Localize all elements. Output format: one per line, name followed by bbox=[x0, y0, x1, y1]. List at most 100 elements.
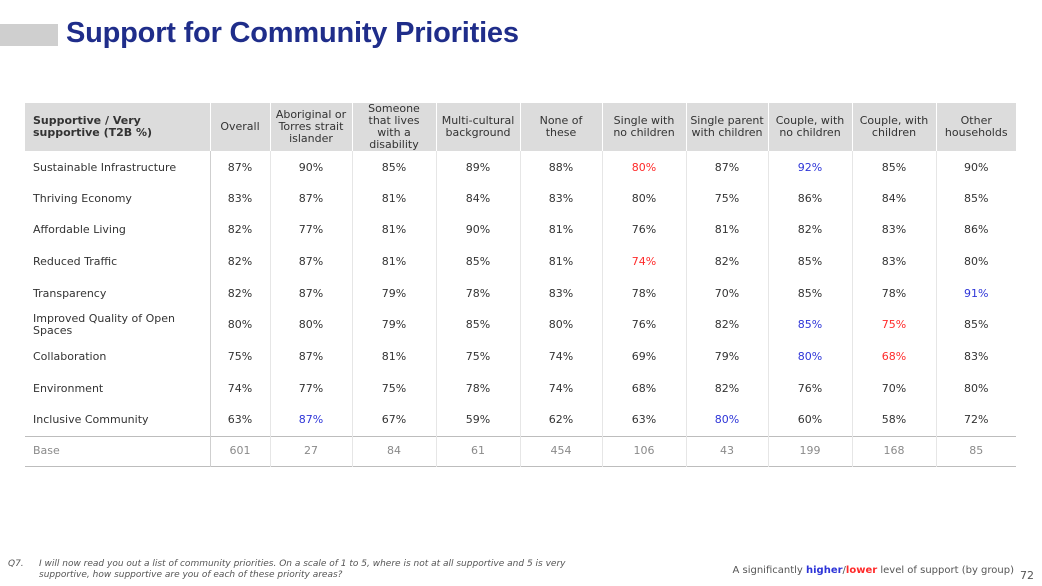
table-cell: 85% bbox=[435, 246, 520, 278]
page-title: Support for Community Priorities bbox=[66, 17, 519, 49]
table-cell: 85% bbox=[767, 309, 852, 342]
table-cell: 90% bbox=[435, 214, 520, 247]
question-text: I will now read you out a list of commun… bbox=[39, 559, 566, 580]
table-cell: 76% bbox=[601, 214, 686, 247]
table-cell: 80% bbox=[935, 246, 1016, 278]
row-label: Improved Quality of Open Spaces bbox=[25, 309, 211, 342]
table-cell: 69% bbox=[601, 341, 686, 373]
table-cell: 91% bbox=[935, 277, 1016, 310]
base-label: Base bbox=[25, 436, 211, 467]
table-cell: 78% bbox=[851, 277, 936, 310]
table-body: Sustainable Infrastructure 87% 90% 85% 89% 88… bbox=[25, 151, 1016, 467]
table-cell: 81% bbox=[351, 341, 436, 373]
table-cell: 84% bbox=[435, 182, 520, 215]
row-label: Collaboration bbox=[25, 341, 211, 373]
legend-suffix: level of support (by group) bbox=[877, 565, 1014, 576]
table-cell: 74% bbox=[209, 372, 270, 405]
table-cell: 62% bbox=[519, 404, 602, 437]
table-cell: 81% bbox=[519, 246, 602, 278]
table-row: Reduced Traffic 82% 87% 81% 85% 81% 74% 82% 85% 8… bbox=[25, 246, 1016, 278]
table-cell: 85% bbox=[767, 277, 852, 310]
table-row: Inclusive Community 63% 87% 67% 59% 62% 63% 80%… bbox=[25, 404, 1016, 437]
table-cell: 81% bbox=[351, 214, 436, 247]
table-cell: 70% bbox=[685, 277, 768, 310]
table-cell: 83% bbox=[519, 182, 602, 215]
table-cell: 68% bbox=[851, 341, 936, 373]
row-label: Transparency bbox=[25, 277, 211, 310]
table-cell: 82% bbox=[209, 277, 270, 310]
page-number: 72 bbox=[1020, 569, 1034, 582]
table-cell: 80% bbox=[209, 309, 270, 342]
table-cell: 81% bbox=[351, 182, 436, 215]
table-cell: 70% bbox=[851, 372, 936, 405]
table-cell: 80% bbox=[519, 309, 602, 342]
table-cell: 90% bbox=[935, 151, 1016, 183]
header-col: Couple, with no children bbox=[767, 103, 852, 151]
table-cell: 80% bbox=[601, 151, 686, 183]
table-cell: 85% bbox=[351, 151, 436, 183]
table-cell: 76% bbox=[767, 372, 852, 405]
table-cell: 81% bbox=[519, 214, 602, 247]
table-cell: 82% bbox=[685, 309, 768, 342]
base-cell: 106 bbox=[601, 436, 686, 467]
table-cell: 89% bbox=[435, 151, 520, 183]
row-label: Sustainable Infrastructure bbox=[25, 151, 211, 183]
table-cell: 67% bbox=[351, 404, 436, 437]
legend-prefix: A significantly bbox=[732, 565, 806, 576]
table-row: Improved Quality of Open Spaces 80% 80% 79%… bbox=[25, 309, 1016, 342]
table-cell: 78% bbox=[435, 372, 520, 405]
table-cell: 77% bbox=[269, 214, 352, 247]
table-cell: 83% bbox=[209, 182, 270, 215]
table-cell: 80% bbox=[601, 182, 686, 215]
table-cell: 75% bbox=[851, 309, 936, 342]
base-cell: 27 bbox=[269, 436, 352, 467]
table-row: Environment 74% 77% 75% 78% 74% 68% 82% 76% 70% 80… bbox=[25, 372, 1016, 405]
base-cell: 601 bbox=[209, 436, 270, 467]
base-cell: 61 bbox=[435, 436, 520, 467]
table-cell: 76% bbox=[601, 309, 686, 342]
table-cell: 72% bbox=[935, 404, 1016, 437]
table-cell: 75% bbox=[685, 182, 768, 215]
header-col: Single with no children bbox=[601, 103, 686, 151]
base-cell: 84 bbox=[351, 436, 436, 467]
significance-legend: A significantly higher/lower level of su… bbox=[732, 565, 1014, 576]
header-col: Multi-cultural background bbox=[435, 103, 520, 151]
table-row: Transparency 82% 87% 79% 78% 83% 78% 70% 85% 78% 9… bbox=[25, 277, 1016, 310]
table-cell: 85% bbox=[935, 182, 1016, 215]
table-cell: 81% bbox=[351, 246, 436, 278]
table-cell: 68% bbox=[601, 372, 686, 405]
table-cell: 75% bbox=[209, 341, 270, 373]
table-cell: 78% bbox=[435, 277, 520, 310]
base-cell: 454 bbox=[519, 436, 602, 467]
table-cell: 74% bbox=[519, 341, 602, 373]
table-cell: 87% bbox=[209, 151, 270, 183]
table-cell: 75% bbox=[435, 341, 520, 373]
table-cell: 87% bbox=[269, 277, 352, 310]
table-cell: 83% bbox=[519, 277, 602, 310]
table-cell: 75% bbox=[351, 372, 436, 405]
table-cell: 77% bbox=[269, 372, 352, 405]
table-cell: 92% bbox=[767, 151, 852, 183]
table-cell: 80% bbox=[685, 404, 768, 437]
base-cell: 168 bbox=[851, 436, 936, 467]
row-label: Thriving Economy bbox=[25, 182, 211, 215]
question-number: Q7. bbox=[8, 559, 24, 569]
table-cell: 80% bbox=[935, 372, 1016, 405]
table-cell: 63% bbox=[601, 404, 686, 437]
table-cell: 82% bbox=[209, 246, 270, 278]
table-cell: 59% bbox=[435, 404, 520, 437]
row-label: Environment bbox=[25, 372, 211, 405]
table-cell: 83% bbox=[851, 214, 936, 247]
table-cell: 79% bbox=[685, 341, 768, 373]
table-cell: 90% bbox=[269, 151, 352, 183]
table-cell: 85% bbox=[435, 309, 520, 342]
base-cell: 43 bbox=[685, 436, 768, 467]
table-row: Thriving Economy 83% 87% 81% 84% 83% 80% 75% 86%… bbox=[25, 182, 1016, 215]
table-cell: 79% bbox=[351, 309, 436, 342]
table-cell: 78% bbox=[601, 277, 686, 310]
base-cell: 85 bbox=[935, 436, 1016, 467]
row-label: Reduced Traffic bbox=[25, 246, 211, 278]
table-cell: 74% bbox=[601, 246, 686, 278]
table-cell: 80% bbox=[269, 309, 352, 342]
header-col: Couple, with children bbox=[851, 103, 936, 151]
